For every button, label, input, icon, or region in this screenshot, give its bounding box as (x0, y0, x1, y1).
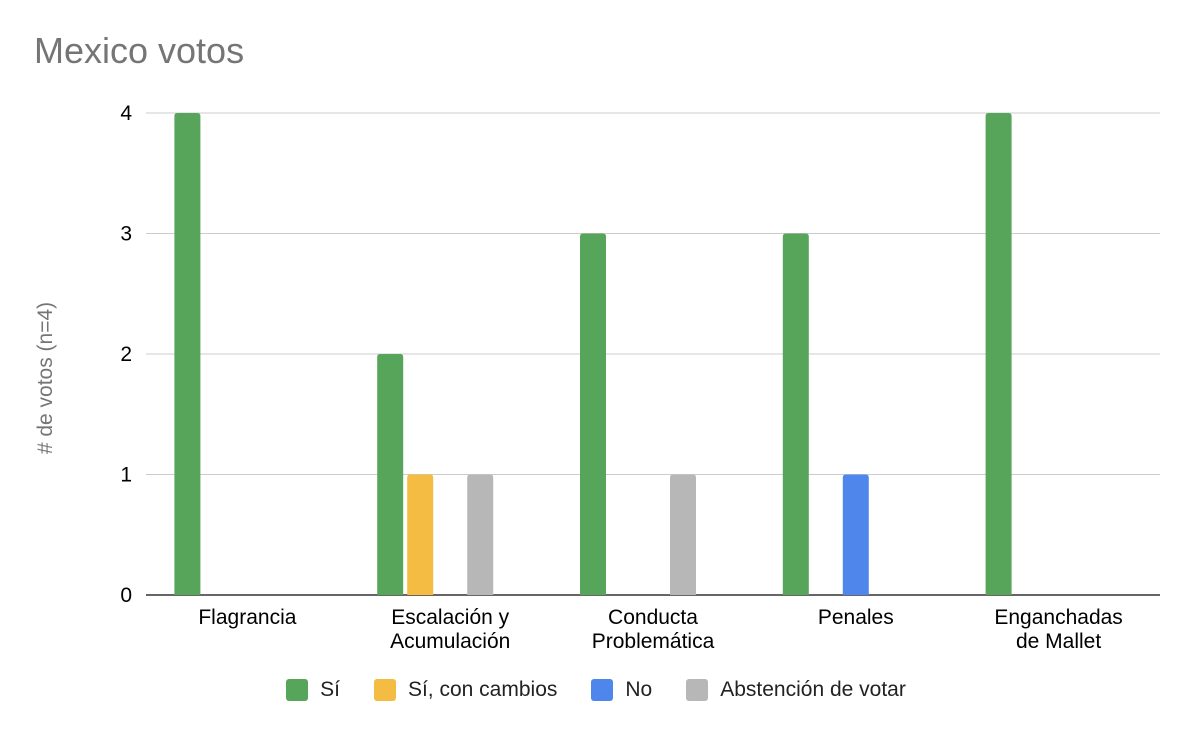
legend-swatch (286, 679, 309, 701)
y-tick-label: 0 (120, 584, 132, 607)
category-label: Penales (818, 606, 894, 629)
category-label: Escalación y Acumulación (390, 606, 510, 653)
legend-swatch (686, 679, 709, 701)
y-tick-label: 2 (120, 343, 132, 366)
bar (842, 474, 869, 595)
category-label: Enganchadas de Mallet (994, 606, 1122, 653)
y-tick-label: 1 (120, 464, 132, 487)
legend-swatch (591, 679, 614, 701)
y-tick-label: 3 (120, 223, 132, 246)
bar (670, 474, 696, 595)
category-label: Flagrancia (198, 606, 296, 629)
chart-title: Mexico votos (34, 30, 245, 71)
category-label: Conducta Problemática (592, 606, 715, 653)
legend-label: Sí, con cambios (407, 678, 558, 701)
y-tick-labels: 0 1 2 3 4 (120, 102, 132, 607)
bar (467, 474, 494, 595)
legend-item: Sí, con cambios (373, 678, 558, 702)
bar (580, 233, 606, 595)
legend-item: No (591, 678, 652, 702)
bar (407, 474, 434, 595)
legend-label: Abstención de votar (720, 678, 906, 701)
bar (174, 113, 201, 595)
legend: Sí Sí, con cambios No Abstención de votar (0, 672, 1192, 708)
legend-item: Abstención de votar (686, 678, 906, 702)
legend-label: No (625, 678, 653, 701)
category-labels: Flagrancia Escalación y Acumulación Conduct… (198, 606, 1122, 653)
legend-item: Sí (286, 678, 340, 702)
y-tick-label: 4 (120, 102, 132, 125)
bar (782, 233, 809, 595)
bar (377, 354, 404, 595)
legend-label: Sí (320, 678, 340, 701)
bar (985, 113, 1012, 595)
bars (174, 113, 1012, 595)
legend-swatch (373, 679, 396, 701)
y-axis-title: # de votos (n=4) (34, 302, 57, 454)
